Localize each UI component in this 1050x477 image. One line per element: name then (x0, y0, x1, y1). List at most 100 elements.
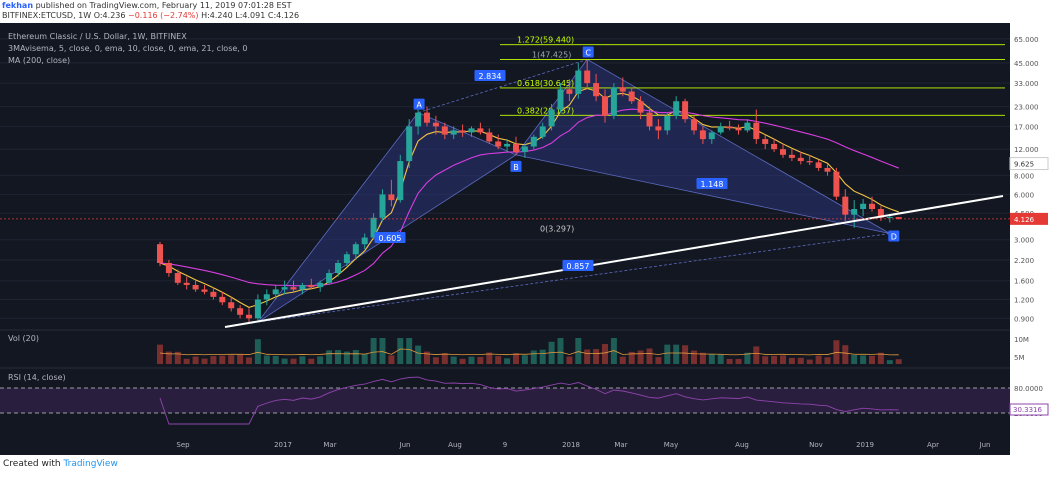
price-tick-label: 3.000 (1014, 237, 1034, 245)
candle-body (566, 89, 573, 94)
volume-bar (504, 358, 511, 364)
candle-body (619, 87, 626, 92)
ma-value-tag (1009, 157, 1049, 171)
point-b-label-box (510, 160, 522, 172)
candle-body (788, 154, 795, 158)
volume-bar (815, 355, 822, 364)
time-tick-label: Mar (614, 441, 627, 449)
fibonacci-levels: 1.272(59.440) 1(47.425) 0.618(30.645) 0.382… (500, 36, 1005, 234)
volume-legend: Vol (20) (8, 334, 39, 343)
point-d-label-box (888, 230, 900, 242)
volume-bar (593, 349, 600, 364)
chart-area[interactable] (0, 23, 1010, 455)
candle-body (459, 130, 466, 133)
volume-bar (192, 356, 199, 364)
candle-body (726, 126, 733, 129)
volume-bar (771, 355, 778, 364)
candle-body (557, 89, 564, 110)
volume-bar (441, 353, 448, 364)
time-tick-label: 2017 (274, 441, 292, 449)
candle-body (370, 217, 377, 238)
fib-level-label: 0.382(20.157) (517, 106, 574, 115)
volume-bar (788, 357, 795, 364)
last-price-label: 4.126 (1014, 216, 1035, 224)
ratio-ab-label: 0.605 (379, 234, 402, 243)
time-tick-label: Nov (809, 441, 823, 449)
candle-body (771, 143, 778, 150)
pattern-xd-line (257, 233, 890, 323)
ratio-xd-label: 0.857 (567, 262, 590, 271)
volume-bar (895, 359, 902, 364)
candle-body (815, 162, 822, 168)
price-tick-label: 45.000 (1014, 60, 1039, 68)
point-a-label-box (413, 98, 425, 110)
candle-body (317, 282, 324, 288)
candle-body (824, 167, 831, 172)
candle-body (780, 149, 786, 155)
tradingview-logo[interactable]: TradingView (63, 459, 118, 469)
candle-body (335, 262, 341, 274)
candle-body (833, 171, 840, 197)
price-tick-label: 23.000 (1014, 104, 1039, 112)
candle-body (495, 141, 502, 147)
candle-body (406, 126, 413, 162)
ratio-ab-label-box (374, 232, 406, 243)
volume-bar (201, 358, 208, 364)
rsi-tick-label: 80.0000 (1014, 385, 1043, 393)
ratio-bd-label-box (696, 178, 728, 189)
price-tick-label: 65.000 (1014, 36, 1039, 44)
volume-bar (806, 359, 813, 364)
volume-bar (575, 338, 582, 364)
ema-short-line (159, 87, 899, 308)
author-name[interactable]: fekhan (2, 1, 34, 10)
point-b-label: B (513, 163, 519, 172)
candle-body (539, 126, 546, 137)
volume-bar (851, 354, 858, 364)
ma-value-label: 9.625 (1014, 161, 1034, 169)
candle-body (806, 161, 813, 163)
volume-bar (486, 352, 493, 364)
created-with-text: Created with (3, 459, 61, 469)
price-tick-label: 2.200 (1014, 257, 1034, 265)
price-tick-label: 12.000 (1014, 146, 1039, 154)
price-tick-label: 0.900 (1014, 315, 1034, 323)
candle-body (290, 287, 297, 290)
candle-body (424, 112, 430, 123)
ema-long-line (159, 108, 899, 287)
candle-body (415, 112, 422, 127)
volume-bar (495, 356, 502, 364)
volume-bar (673, 344, 680, 364)
volume-bar (637, 350, 644, 364)
candle-body (263, 294, 270, 300)
ratio-bd-label: 1.148 (701, 180, 724, 189)
volume-bar (308, 358, 315, 364)
volume-bar (664, 344, 671, 364)
candle-body (593, 83, 600, 97)
candle-body (744, 122, 751, 131)
volume-bar (335, 350, 341, 364)
candle-body (548, 109, 555, 127)
candle-body (174, 273, 181, 283)
volume-bar (299, 356, 306, 364)
volume-bar (886, 360, 893, 364)
volume-bar (459, 358, 466, 364)
point-c-label-box (582, 46, 594, 58)
point-d-label: D (891, 233, 897, 242)
candle-body (673, 101, 680, 116)
ratio-xb-label-box (474, 70, 506, 81)
volume-bar (263, 355, 270, 364)
volume-pane: 10M 5M (0, 329, 1029, 364)
volume-bar (566, 356, 573, 364)
candle-body (361, 237, 368, 245)
candle-body (575, 70, 582, 94)
price-tick-label: 1.600 (1014, 278, 1034, 286)
volume-bar (682, 345, 689, 364)
candle-body (655, 126, 662, 131)
volume-bar (397, 338, 404, 364)
candle-body (441, 126, 448, 135)
time-tick-label: 2018 (562, 441, 580, 449)
candle-body (842, 196, 849, 215)
volume-bar (165, 351, 172, 364)
price-axis-background (1010, 23, 1050, 455)
